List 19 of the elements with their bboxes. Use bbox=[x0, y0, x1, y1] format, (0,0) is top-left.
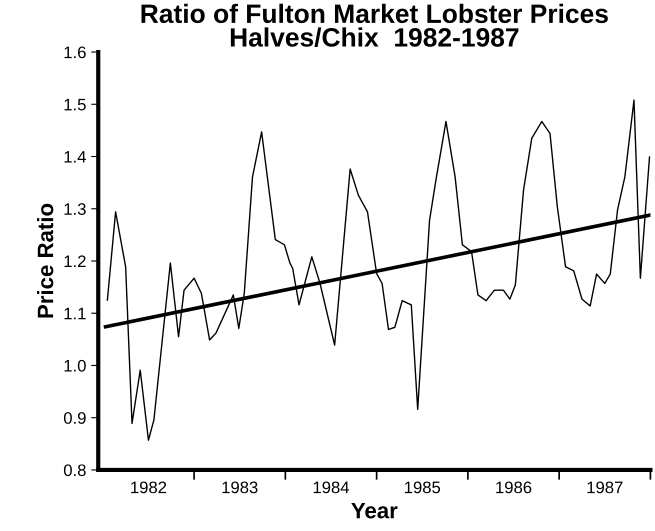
y-tick-label: 0.9 bbox=[64, 412, 86, 424]
y-tick-label: 1.6 bbox=[64, 46, 86, 58]
chart-title: Ratio of Fulton Market Lobster Prices Halves/Chix 1982-1987 bbox=[142, 4, 608, 48]
y-tick-label: 1.0 bbox=[64, 360, 86, 372]
y-tick-label: 1.5 bbox=[64, 98, 86, 110]
x-tick-label: 1985 bbox=[404, 481, 440, 494]
line-series bbox=[106, 99, 650, 441]
x-tick-label: 1987 bbox=[588, 481, 622, 494]
x-tick-label: 1986 bbox=[496, 481, 532, 494]
x-tick-label: 1982 bbox=[131, 481, 166, 494]
y-tick-label: 1.2 bbox=[64, 255, 86, 268]
x-tick-label: 1984 bbox=[314, 481, 350, 494]
y-tick-label: 1.1 bbox=[64, 308, 86, 320]
y-tick-label: 0.8 bbox=[64, 464, 86, 476]
y-tick-label: 1.4 bbox=[64, 151, 86, 163]
y-tick-label: 1.3 bbox=[64, 203, 86, 215]
y-axis-title: Price Ratio bbox=[37, 204, 54, 318]
x-axis-title: Year bbox=[351, 502, 398, 518]
x-tick-label: 1983 bbox=[222, 481, 258, 494]
